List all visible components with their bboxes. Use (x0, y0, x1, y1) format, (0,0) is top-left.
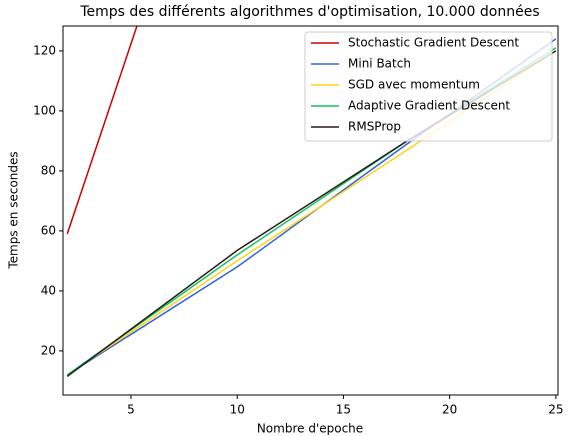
y-tick-label: 20 (41, 343, 56, 357)
axes-frame (62, 25, 559, 396)
legend-label: Adaptive Gradient Descent (348, 99, 510, 113)
y-tick-label: 120 (33, 43, 56, 57)
legend-label: SGD avec momentum (348, 78, 480, 92)
x-tick-label: 25 (548, 403, 563, 417)
legend-box (304, 31, 553, 142)
y-tick-label: 100 (33, 103, 56, 117)
legend-label: RMSProp (348, 120, 401, 134)
x-axis-label: Nombre d'epoche (257, 422, 363, 436)
y-tick-label: 40 (41, 283, 56, 297)
chart-title: Temps des différents algorithmes d'optim… (79, 4, 539, 20)
y-axis-label: Temps en secondes (7, 151, 21, 269)
x-tick-label: 20 (442, 403, 457, 417)
legend-label: Mini Batch (348, 57, 411, 71)
x-tick-label: 15 (336, 403, 351, 417)
x-tick-label: 10 (230, 403, 245, 417)
y-tick-label: 80 (41, 163, 56, 177)
y-tick-label: 60 (41, 223, 56, 237)
legend-label: Stochastic Gradient Descent (348, 36, 519, 50)
x-tick-label: 5 (127, 403, 135, 417)
